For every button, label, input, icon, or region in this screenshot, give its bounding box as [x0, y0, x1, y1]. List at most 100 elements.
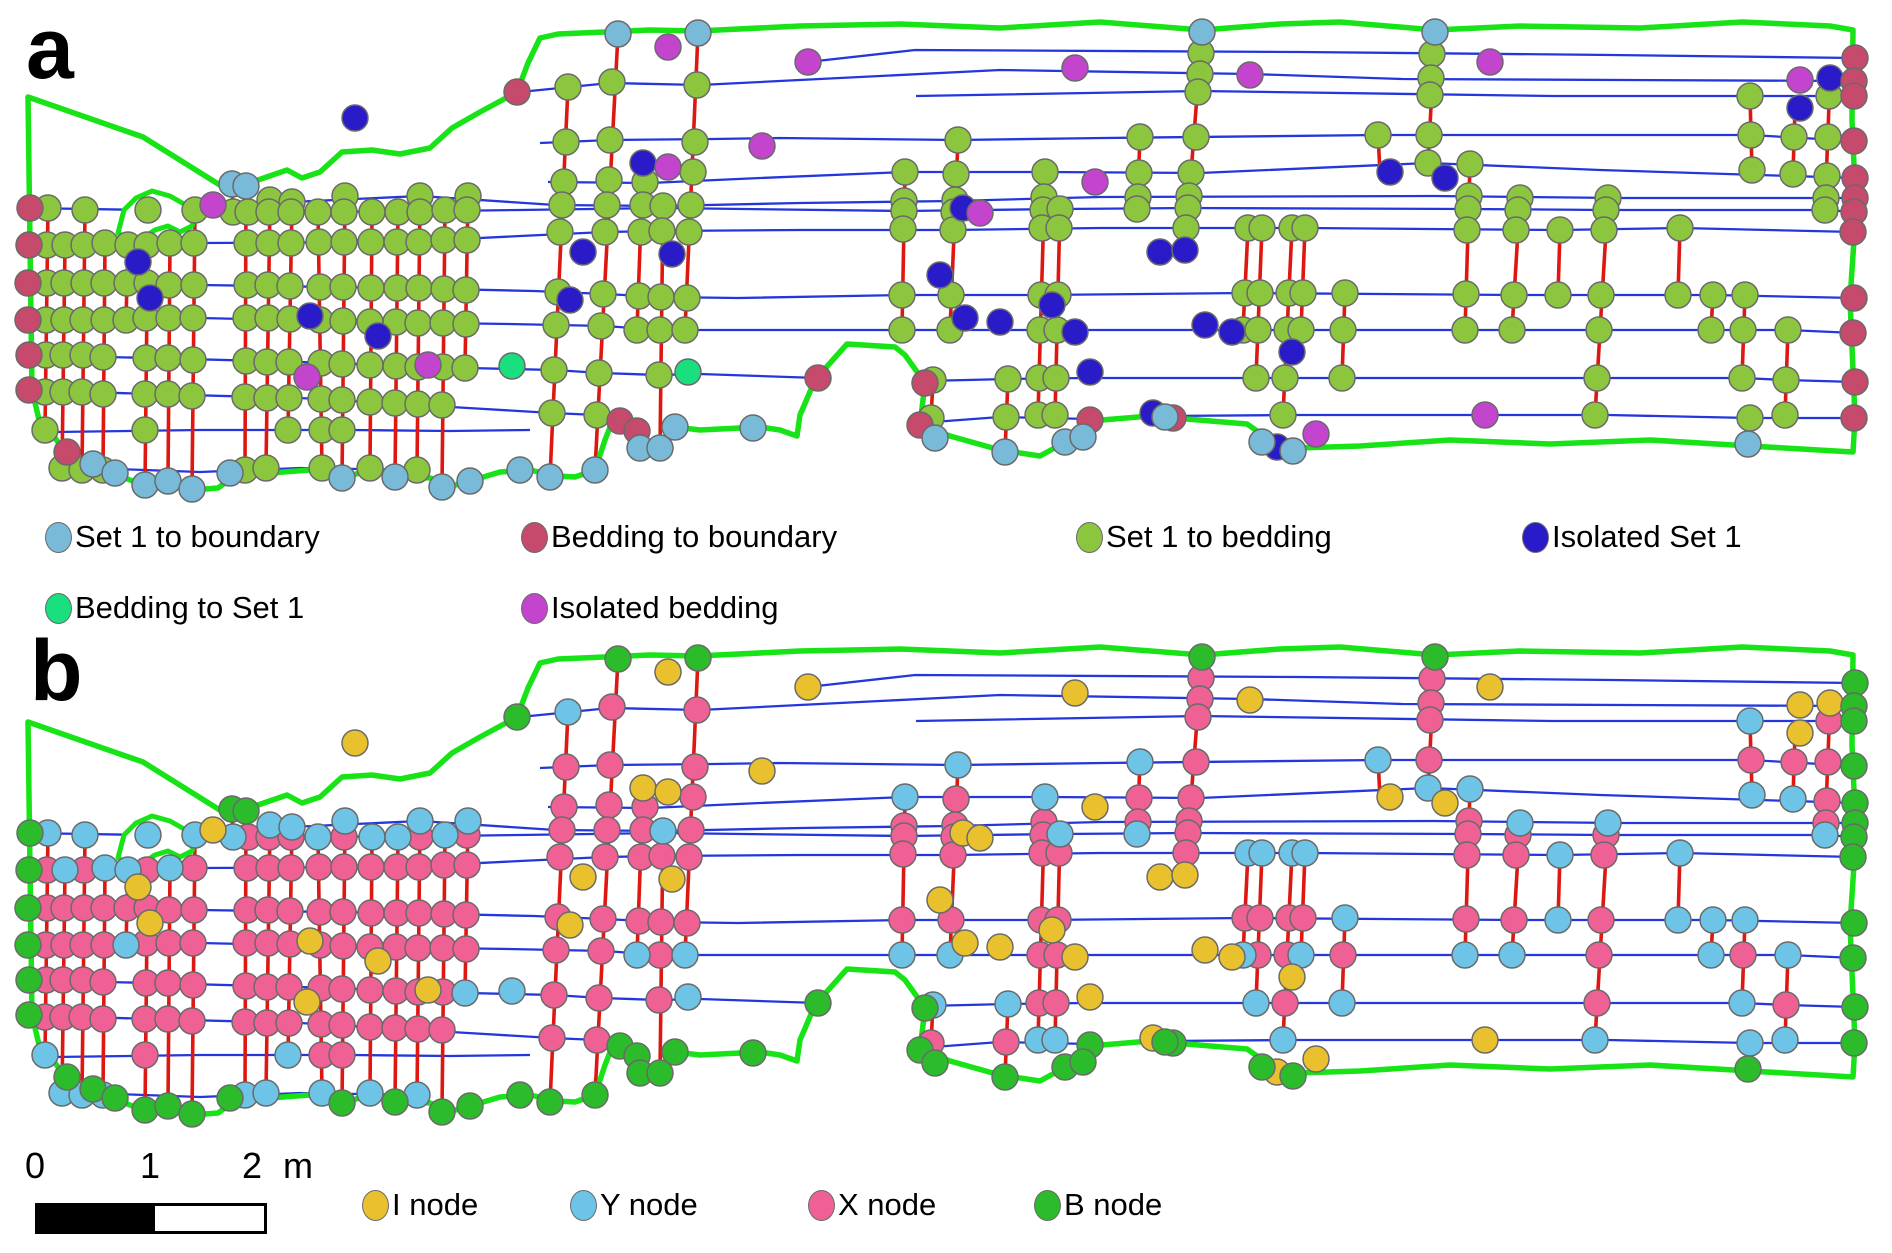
map-node — [587, 937, 615, 965]
map-node — [591, 218, 619, 246]
map-node — [1736, 707, 1764, 735]
map-node — [748, 757, 776, 785]
map-node — [1839, 843, 1867, 871]
map-node — [404, 1015, 432, 1043]
map-node — [888, 316, 916, 344]
map-node — [1737, 121, 1765, 149]
map-node — [556, 911, 584, 939]
map-node — [804, 989, 832, 1017]
map-node — [1841, 368, 1869, 396]
map-node — [31, 416, 59, 444]
map-node — [1242, 989, 1270, 1017]
map-node — [1041, 401, 1069, 429]
map-node — [406, 807, 434, 835]
map-node — [275, 384, 303, 412]
map-node — [1431, 789, 1459, 817]
map-node — [569, 863, 597, 891]
map-node — [328, 386, 356, 414]
map-node — [89, 968, 117, 996]
map-node — [674, 358, 702, 386]
map-node — [646, 1059, 674, 1087]
map-node — [548, 191, 576, 219]
map-node — [623, 941, 651, 969]
map-node — [296, 927, 324, 955]
map-node — [1731, 281, 1759, 309]
map-node — [1729, 941, 1757, 969]
map-node — [1191, 311, 1219, 339]
map-node — [1779, 160, 1807, 188]
map-node — [296, 302, 324, 330]
map-node — [540, 356, 568, 384]
map-node — [364, 947, 392, 975]
map-node — [1061, 318, 1089, 346]
map-node — [598, 693, 626, 721]
map-node — [1839, 218, 1867, 246]
map-node — [16, 819, 44, 847]
map-node — [357, 274, 385, 302]
bedding-line — [807, 673, 1856, 689]
map-node — [966, 199, 994, 227]
map-node — [15, 341, 43, 369]
map-node — [1451, 941, 1479, 969]
map-node — [1331, 279, 1359, 307]
map-node — [1590, 216, 1618, 244]
map-node — [428, 391, 456, 419]
map-node — [90, 269, 118, 297]
map-node — [648, 217, 676, 245]
map-node — [683, 696, 711, 724]
map-node — [357, 899, 385, 927]
map-node — [593, 191, 621, 219]
map-node — [645, 986, 673, 1014]
map-node — [1451, 316, 1479, 344]
map-node — [674, 983, 702, 1011]
map-node — [306, 898, 334, 926]
map-node — [1289, 904, 1317, 932]
map-node — [232, 797, 260, 825]
map-node — [986, 308, 1014, 336]
map-node — [428, 1098, 456, 1126]
map-node — [552, 128, 580, 156]
map-node — [330, 228, 358, 256]
map-node — [1218, 318, 1246, 346]
map-node — [1269, 401, 1297, 429]
map-node — [1471, 401, 1499, 429]
map-node — [1500, 906, 1528, 934]
map-node — [1302, 420, 1330, 448]
map-node — [1126, 123, 1154, 151]
map-node — [136, 284, 164, 312]
map-node — [293, 363, 321, 391]
map-node — [1699, 906, 1727, 934]
bedding-line — [807, 48, 1856, 64]
map-node — [944, 126, 972, 154]
map-node — [252, 454, 280, 482]
map-node — [891, 158, 919, 186]
map-node — [1031, 783, 1059, 811]
map-node — [1780, 123, 1808, 151]
map-node — [1840, 909, 1868, 937]
map-node — [1728, 364, 1756, 392]
map-node — [1184, 78, 1212, 106]
map-node — [89, 380, 117, 408]
fracture-line — [393, 210, 400, 479]
map-node — [274, 1041, 302, 1069]
map-node — [31, 1041, 59, 1069]
map-node — [179, 304, 207, 332]
map-node — [654, 153, 682, 181]
map-node — [503, 703, 531, 731]
fracture-line — [1241, 851, 1250, 957]
map-node — [1840, 127, 1868, 155]
map-node — [1184, 703, 1212, 731]
map-node — [589, 280, 617, 308]
map-panel-a — [14, 18, 1869, 503]
map-node — [14, 931, 42, 959]
map-node — [356, 351, 384, 379]
map-node — [646, 941, 674, 969]
map-node — [583, 1026, 611, 1054]
map-node — [1476, 673, 1504, 701]
map-node — [1126, 748, 1154, 776]
map-node — [536, 463, 564, 491]
map-node — [156, 854, 184, 882]
map-node — [1546, 216, 1574, 244]
map-node — [888, 941, 916, 969]
fracture-line — [393, 835, 400, 1104]
